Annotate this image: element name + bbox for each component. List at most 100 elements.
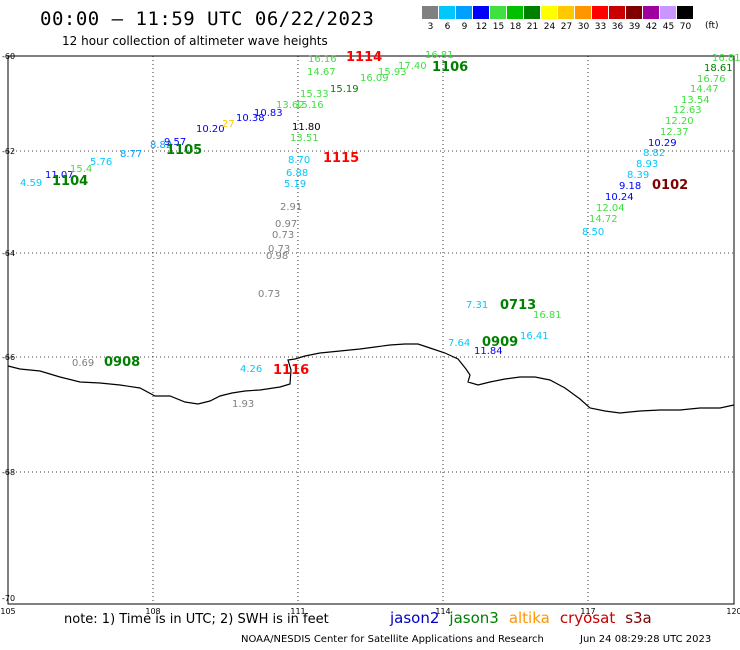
wave-height-value: 12.20 — [665, 116, 694, 127]
legend-swatch — [677, 6, 694, 19]
footer-timestamp: Jun 24 08:29:28 UTC 2023 — [580, 634, 712, 645]
wave-height-value: 14.67 — [307, 67, 336, 78]
latitude-labels: -60 -62 -64 -66 -68 -70 — [2, 52, 15, 603]
lon-tick-label: 105 — [0, 607, 15, 616]
lat-tick-label: -66 — [2, 353, 15, 362]
wave-height-value: 10.20 — [196, 124, 225, 135]
satellite-cryosat: cryosat — [559, 609, 616, 627]
wave-height-value: 8.82 — [643, 148, 665, 159]
legend-label: 18 — [509, 22, 522, 32]
wave-height-value: 7.64 — [448, 338, 470, 349]
legend-label: 33 — [594, 22, 607, 32]
lon-tick-label: 120 — [726, 607, 740, 616]
map-grid — [8, 56, 734, 604]
wave-height-value: 17.40 — [398, 61, 427, 72]
wave-height-value: 2.91 — [280, 202, 302, 213]
coastline — [7, 343, 735, 414]
wave-height-value: 8.50 — [582, 227, 604, 238]
pass-time-label: 1106 — [432, 60, 468, 75]
wave-height-value: 10.83 — [254, 108, 283, 119]
wave-height-value: 15.33 — [300, 89, 329, 100]
legend-swatch — [609, 6, 626, 19]
wave-height-value: 1.93 — [232, 399, 254, 410]
wave-height-value: 14.47 — [690, 84, 719, 95]
lon-tick-label: 111 — [290, 607, 305, 616]
wave-height-value: 16.09 — [360, 73, 389, 84]
legend-swatch — [456, 6, 473, 19]
wave-height-value: 13.62 — [276, 100, 305, 111]
wave-height-value: 0.98 — [266, 251, 288, 262]
legend-label: 36 — [611, 22, 624, 32]
legend-label: 15 — [492, 22, 505, 32]
legend-label: 45 — [662, 22, 675, 32]
wave-height-value: 9.18 — [619, 181, 641, 192]
wave-height-value: 8.93 — [636, 159, 658, 170]
legend-label: 70 — [679, 22, 692, 32]
legend-swatch — [422, 6, 439, 19]
lat-tick-label: -64 — [2, 249, 15, 258]
lat-tick-label: -62 — [2, 147, 15, 156]
pass-time-label: 1105 — [166, 143, 202, 158]
legend-swatch — [660, 6, 677, 19]
track-pass-1116: 4.26 1.93 1116 — [232, 363, 309, 410]
legend-label: 6 — [444, 22, 451, 32]
legend-label: 3 — [427, 22, 434, 32]
map-title: 00:00 – 11:59 UTC 06/22/2023 — [40, 8, 375, 30]
wave-height-value: 18.61 — [704, 63, 733, 74]
wave-height-value: 10.38 — [236, 113, 265, 124]
wave-height-value: 16.81 — [533, 310, 562, 321]
pass-time-label: 1114 — [346, 50, 382, 65]
track-pass-0908: 0.69 0908 — [72, 355, 140, 370]
wave-height-value: 12.63 — [673, 105, 702, 116]
wave-height-value: 14.72 — [589, 214, 618, 225]
wave-height-value: 0.69 — [72, 358, 94, 369]
wave-height-value: 11.80 — [292, 122, 321, 133]
map-subtitle: 12 hour collection of altimeter wave hei… — [62, 34, 328, 48]
wave-height-value: 15.16 — [295, 100, 324, 111]
pass-time-label: 0908 — [104, 355, 140, 370]
wave-height-value: 27 — [222, 119, 235, 130]
legend-swatch — [643, 6, 660, 19]
legend-swatch — [626, 6, 643, 19]
wave-height-value: 16.41 — [520, 331, 549, 342]
legend-label: 27 — [560, 22, 573, 32]
wave-height-value: 7.31 — [466, 300, 488, 311]
legend-label: 12 — [475, 22, 488, 32]
track-pass-1106: 1106 — [432, 60, 468, 75]
wave-height-value: 0.73 — [268, 244, 290, 255]
lon-tick-label: 117 — [580, 607, 595, 616]
legend-swatch — [439, 6, 456, 19]
pass-time-label: 1104 — [52, 174, 88, 189]
wave-height-value: 11.07 — [45, 170, 74, 181]
wave-height-value: 16.81 — [712, 53, 740, 64]
wave-height-value: 8.77 — [120, 149, 142, 160]
legend-swatch — [592, 6, 609, 19]
wave-height-value: 4.59 — [20, 178, 42, 189]
legend-label: 39 — [628, 22, 641, 32]
lon-tick-label: 108 — [145, 607, 160, 616]
wave-height-value: 6.88 — [286, 168, 308, 179]
legend-unit: (ft) — [705, 21, 719, 31]
footer-note: note: 1) Time is in UTC; 2) SWH is in fe… — [64, 612, 329, 627]
wave-height-value: 5.19 — [284, 179, 306, 190]
wave-height-value: 0.73 — [258, 289, 280, 300]
wave-height-value: 9.57 — [164, 137, 186, 148]
footer-credit: NOAA/NESDIS Center for Satellite Applica… — [241, 634, 544, 645]
pass-time-label: 0102 — [652, 178, 688, 193]
wave-height-color-legend: 3 6 9 12 15 18 21 24 27 30 33 36 39 42 45 70 (ft) — [422, 6, 719, 32]
wave-height-value: 16.76 — [697, 74, 726, 85]
wave-height-value: 0.97 — [275, 219, 297, 230]
satellite-jason3: jason3 — [449, 609, 499, 627]
wave-height-value: 4.26 — [240, 364, 262, 375]
longitude-labels: 105 108 111 114 117 120 — [0, 607, 740, 616]
legend-swatch — [524, 6, 541, 19]
wave-height-value: 8.82 — [150, 140, 172, 151]
legend-label: 24 — [543, 22, 556, 32]
map-frame — [7, 55, 735, 605]
wave-height-value: 8.39 — [627, 170, 649, 181]
